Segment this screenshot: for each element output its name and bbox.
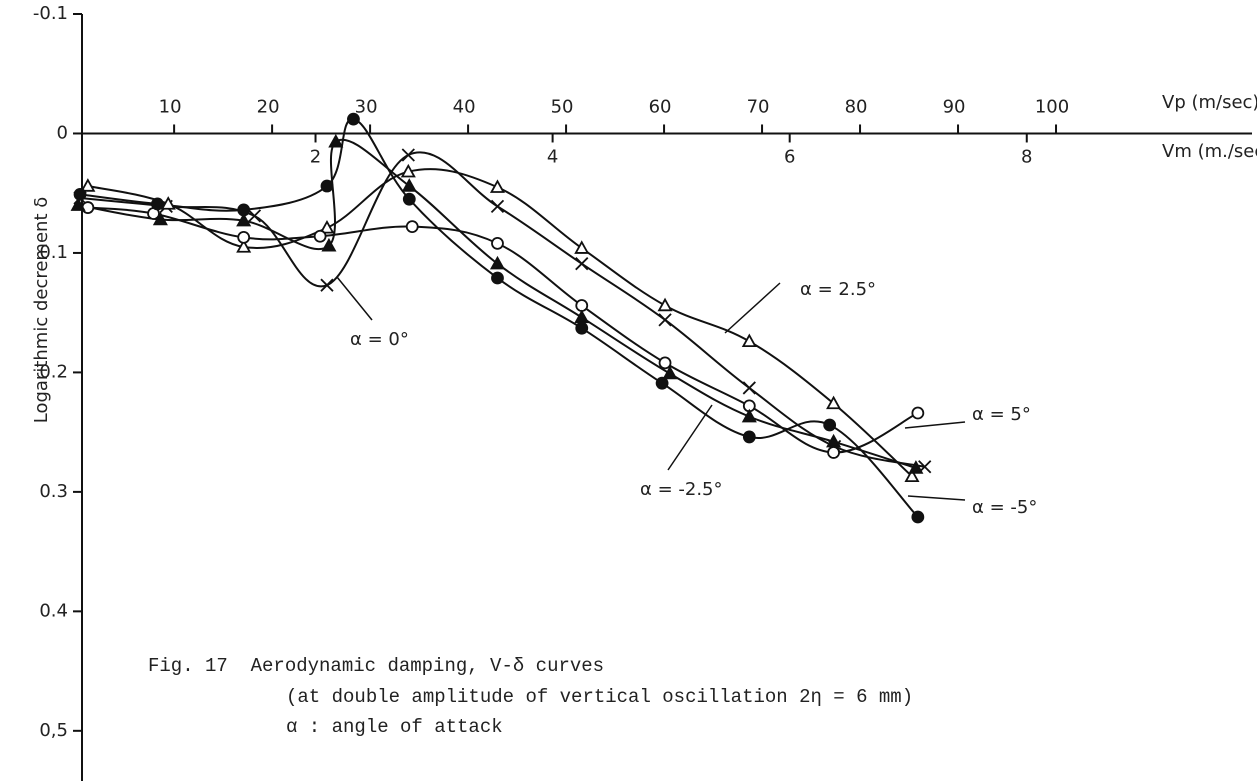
marker bbox=[80, 178, 96, 192]
caption: Fig. 17 Aerodynamic damping, V-δ curves bbox=[148, 655, 604, 677]
series-label: α = 0° bbox=[350, 329, 409, 350]
marker bbox=[655, 376, 669, 390]
marker bbox=[658, 313, 672, 327]
marker bbox=[491, 271, 504, 285]
marker bbox=[247, 209, 262, 223]
marker bbox=[313, 229, 327, 243]
marker bbox=[236, 212, 252, 227]
marker bbox=[826, 395, 842, 410]
marker bbox=[742, 381, 756, 395]
x-tick-label: 80 bbox=[845, 96, 868, 117]
marker bbox=[741, 333, 757, 348]
marker bbox=[827, 446, 840, 459]
caption: α : angle of attack bbox=[286, 716, 503, 738]
marker bbox=[574, 309, 590, 324]
y-tick-label: 0,5 bbox=[39, 720, 68, 741]
y-tick-label: 0.3 bbox=[39, 481, 68, 502]
line bbox=[79, 151, 925, 468]
x-tick-label: 50 bbox=[551, 96, 574, 117]
marker bbox=[904, 468, 920, 483]
marker bbox=[347, 112, 360, 126]
line bbox=[87, 206, 919, 454]
marker bbox=[405, 220, 419, 234]
marker bbox=[237, 231, 251, 244]
leader-line bbox=[667, 404, 713, 471]
marker bbox=[911, 406, 925, 420]
x-tick-label: 90 bbox=[943, 96, 966, 117]
marker bbox=[489, 255, 506, 270]
marker bbox=[489, 179, 506, 193]
marker bbox=[402, 192, 416, 206]
marker bbox=[237, 203, 251, 217]
y-tick-label: -0.1 bbox=[33, 3, 68, 24]
leader-line bbox=[336, 276, 373, 321]
marker bbox=[81, 201, 95, 214]
x2-axis-label: Vm (m./sec) bbox=[1162, 141, 1257, 162]
marker bbox=[742, 430, 756, 444]
marker bbox=[152, 211, 168, 226]
x-tick-label: 10 bbox=[159, 96, 182, 117]
marker bbox=[575, 321, 589, 335]
caption: (at double amplitude of vertical oscilla… bbox=[286, 686, 913, 708]
marker bbox=[662, 365, 678, 380]
marker bbox=[826, 433, 842, 448]
marker bbox=[741, 408, 757, 423]
marker bbox=[911, 510, 925, 524]
marker bbox=[490, 199, 505, 213]
marker bbox=[401, 178, 417, 192]
x-axis-label: Vp (m/sec) bbox=[1162, 92, 1257, 113]
x-tick-label: 70 bbox=[747, 96, 770, 117]
marker bbox=[823, 418, 837, 432]
series-label: α = -5° bbox=[972, 497, 1037, 518]
series-label: α = -2.5° bbox=[640, 479, 723, 500]
marker bbox=[574, 240, 590, 254]
line bbox=[79, 118, 919, 518]
x-tick-label: 30 bbox=[355, 96, 378, 117]
marker bbox=[320, 179, 334, 193]
marker bbox=[320, 278, 334, 292]
x2-tick-label: 2 bbox=[310, 146, 321, 167]
marker bbox=[658, 356, 672, 370]
series-label: α = 2.5° bbox=[800, 279, 876, 300]
marker bbox=[151, 197, 164, 211]
x-tick-label: 40 bbox=[453, 96, 476, 117]
marker bbox=[236, 239, 252, 253]
marker bbox=[321, 237, 337, 252]
y-axis-label: Logarithmic decrement δ bbox=[31, 197, 52, 424]
marker bbox=[575, 257, 589, 271]
marker bbox=[401, 148, 415, 162]
marker bbox=[319, 219, 335, 234]
marker bbox=[160, 196, 176, 210]
marker bbox=[328, 133, 344, 148]
x2-tick-label: 8 bbox=[1021, 146, 1032, 167]
y-tick-label: 0.2 bbox=[39, 361, 68, 382]
marker bbox=[908, 460, 924, 474]
marker bbox=[70, 197, 86, 211]
y-tick-label: 0 bbox=[57, 122, 68, 143]
marker bbox=[575, 299, 589, 312]
leader-line bbox=[724, 282, 781, 334]
y-tick-label: 0.4 bbox=[39, 600, 68, 621]
marker bbox=[491, 236, 504, 250]
x-tick-label: 100 bbox=[1035, 96, 1069, 117]
leader-line bbox=[907, 495, 966, 501]
x2-tick-label: 4 bbox=[547, 146, 558, 167]
marker bbox=[73, 188, 87, 201]
x-tick-label: 20 bbox=[257, 96, 280, 117]
series-label: α = 5° bbox=[972, 404, 1031, 425]
x2-tick-label: 6 bbox=[784, 146, 795, 167]
x-tick-label: 60 bbox=[649, 96, 672, 117]
marker bbox=[400, 163, 416, 178]
leader-line bbox=[904, 421, 966, 429]
y-tick-label: 0.1 bbox=[39, 242, 68, 263]
marker bbox=[657, 297, 673, 312]
